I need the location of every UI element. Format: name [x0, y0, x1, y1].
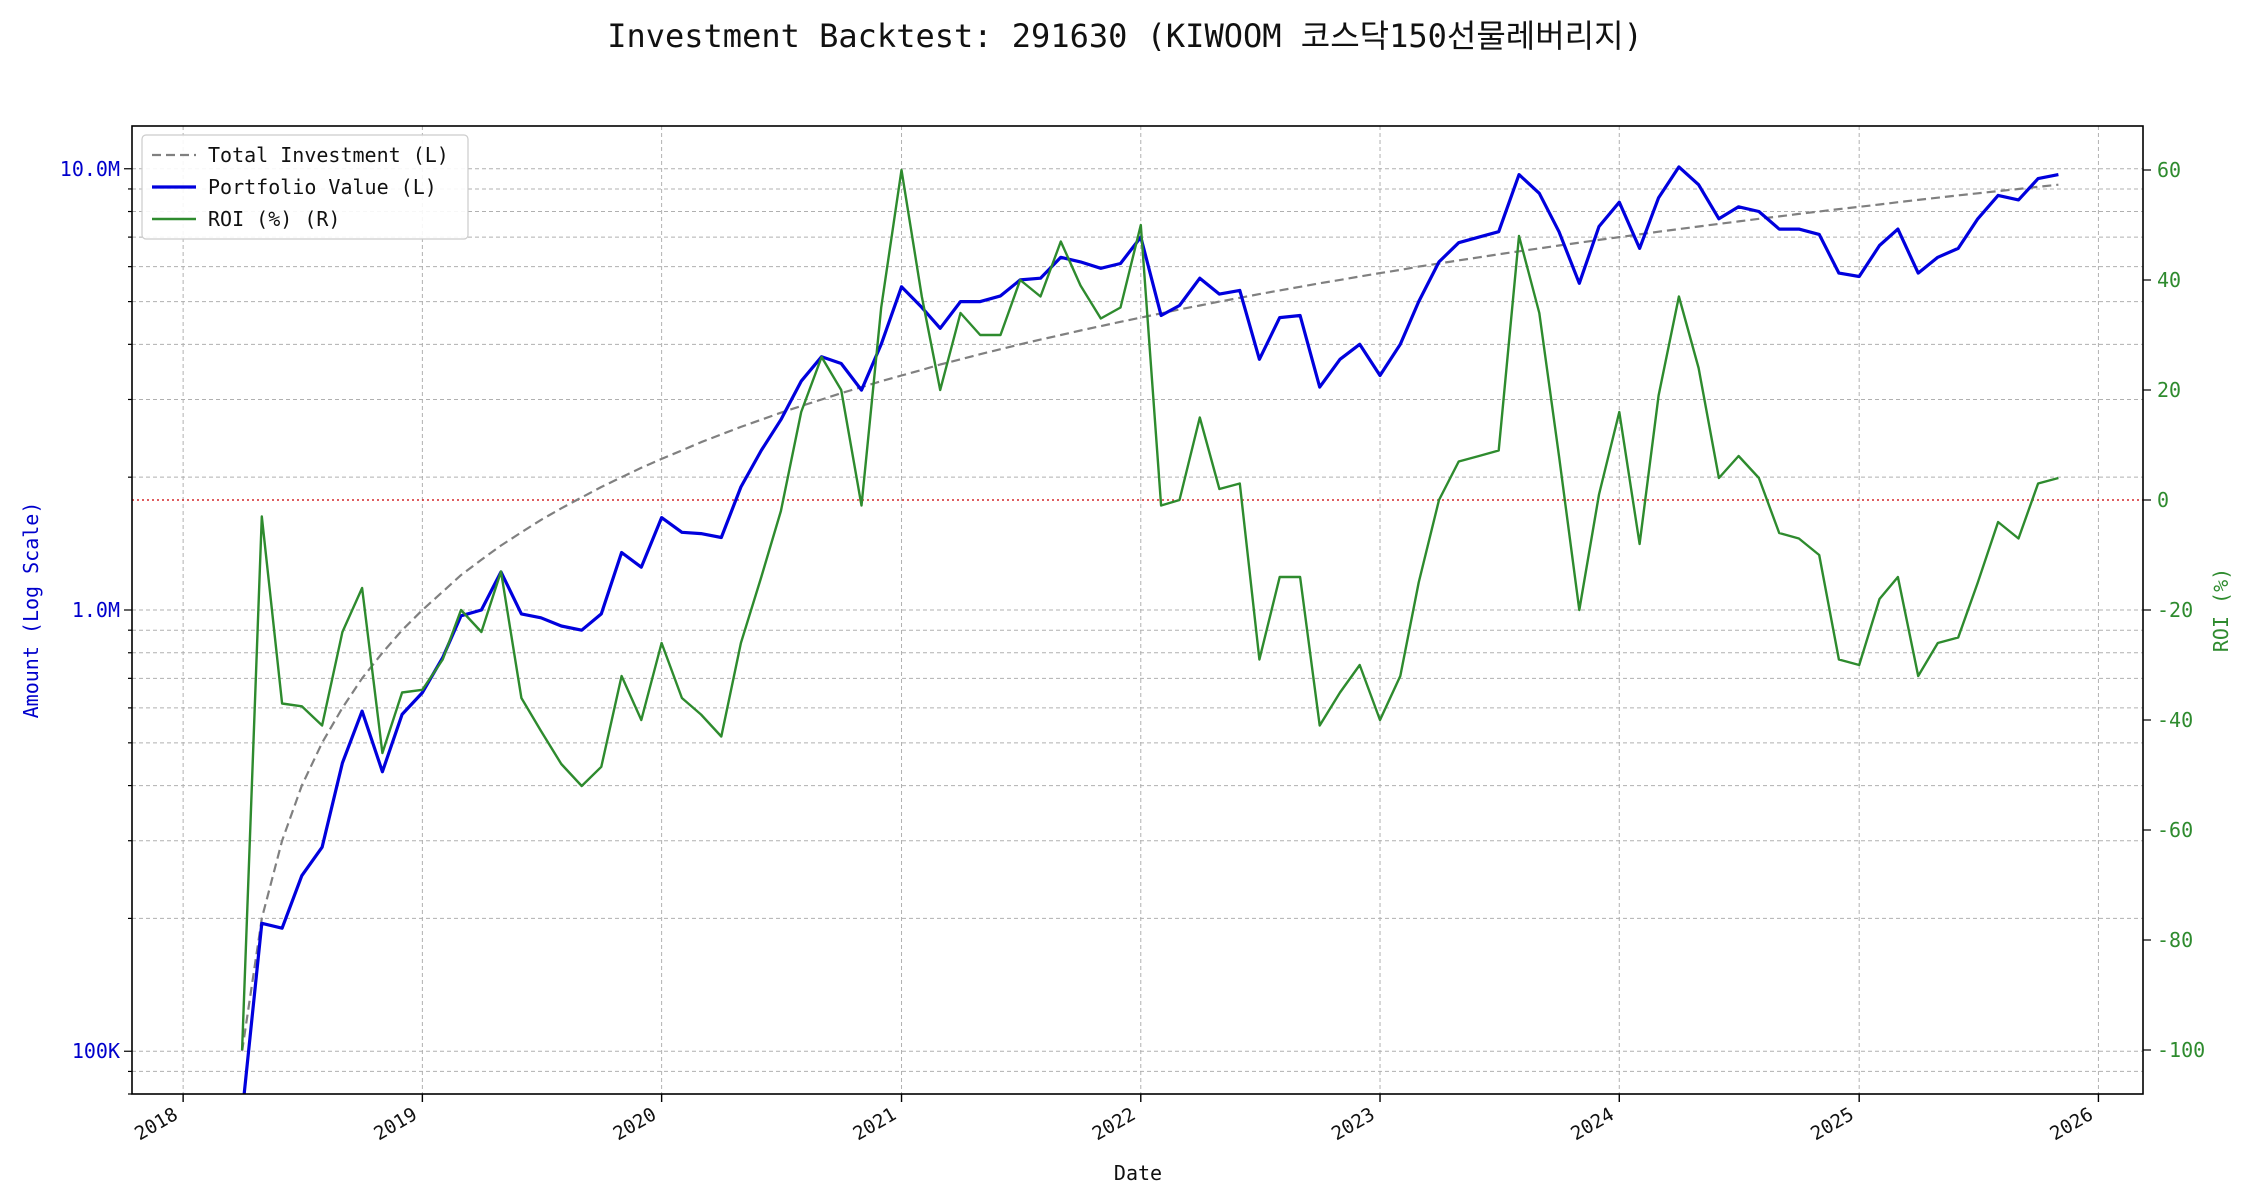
y-axis-left: 100K 1.0M 10.0M — [60, 157, 132, 1095]
series-layer — [240, 165, 2059, 1094]
y-left-tick-label: 10.0M — [60, 157, 120, 181]
x-tick-label: 2025 — [1807, 1103, 1858, 1145]
x-tick-label: 2020 — [609, 1103, 660, 1145]
y-right-tick-label: 40 — [2157, 268, 2181, 292]
legend: Total Investment (L) Portfolio Value (L) R… — [141, 134, 469, 240]
x-tick-label: 2018 — [131, 1103, 182, 1145]
roi-line — [240, 168, 2059, 1051]
y-right-tick-label: 20 — [2157, 378, 2181, 402]
x-tick-label: 2021 — [849, 1103, 900, 1145]
legend-label: Total Investment (L) — [208, 143, 449, 167]
y-axis-right: 60 40 20 0 -20 -40 -60 -80 -100 — [2143, 158, 2205, 1062]
y-right-tick-label: -20 — [2157, 598, 2193, 622]
legend-box — [141, 134, 469, 240]
legend-label: ROI (%) (R) — [208, 207, 340, 231]
total-investment-line — [241, 183, 2059, 1052]
y-right-tick-label: 0 — [2157, 488, 2169, 512]
x-axis-label: Date — [1114, 1161, 1162, 1185]
y-axis-right-label: ROI (%) — [2209, 568, 2233, 652]
y-right-tick-label: 60 — [2157, 158, 2181, 182]
y-right-tick-label: -100 — [2157, 1038, 2205, 1062]
y-axis-left-label: Amount (Log Scale) — [19, 502, 43, 719]
y-right-tick-label: -40 — [2157, 708, 2193, 732]
y-left-tick-label: 100K — [72, 1039, 120, 1063]
x-tick-label: 2019 — [370, 1103, 421, 1145]
y-left-tick-label: 1.0M — [72, 598, 120, 622]
chart-title: Investment Backtest: 291630 (KIWOOM 코스닥1… — [607, 17, 1643, 55]
legend-label: Portfolio Value (L) — [208, 175, 437, 199]
x-axis: 2018 2019 2020 2021 2022 2023 2024 2025 2026 — [131, 1094, 2100, 1145]
portfolio-value-line — [242, 165, 2059, 1094]
x-tick-label: 2022 — [1089, 1103, 1140, 1145]
x-tick-label: 2024 — [1567, 1103, 1618, 1145]
y-right-tick-label: -60 — [2157, 818, 2193, 842]
grid-lines — [132, 126, 2143, 1095]
x-tick-label: 2023 — [1328, 1103, 1379, 1145]
y-right-tick-label: -80 — [2157, 928, 2193, 952]
x-tick-label: 2026 — [2046, 1103, 2097, 1145]
